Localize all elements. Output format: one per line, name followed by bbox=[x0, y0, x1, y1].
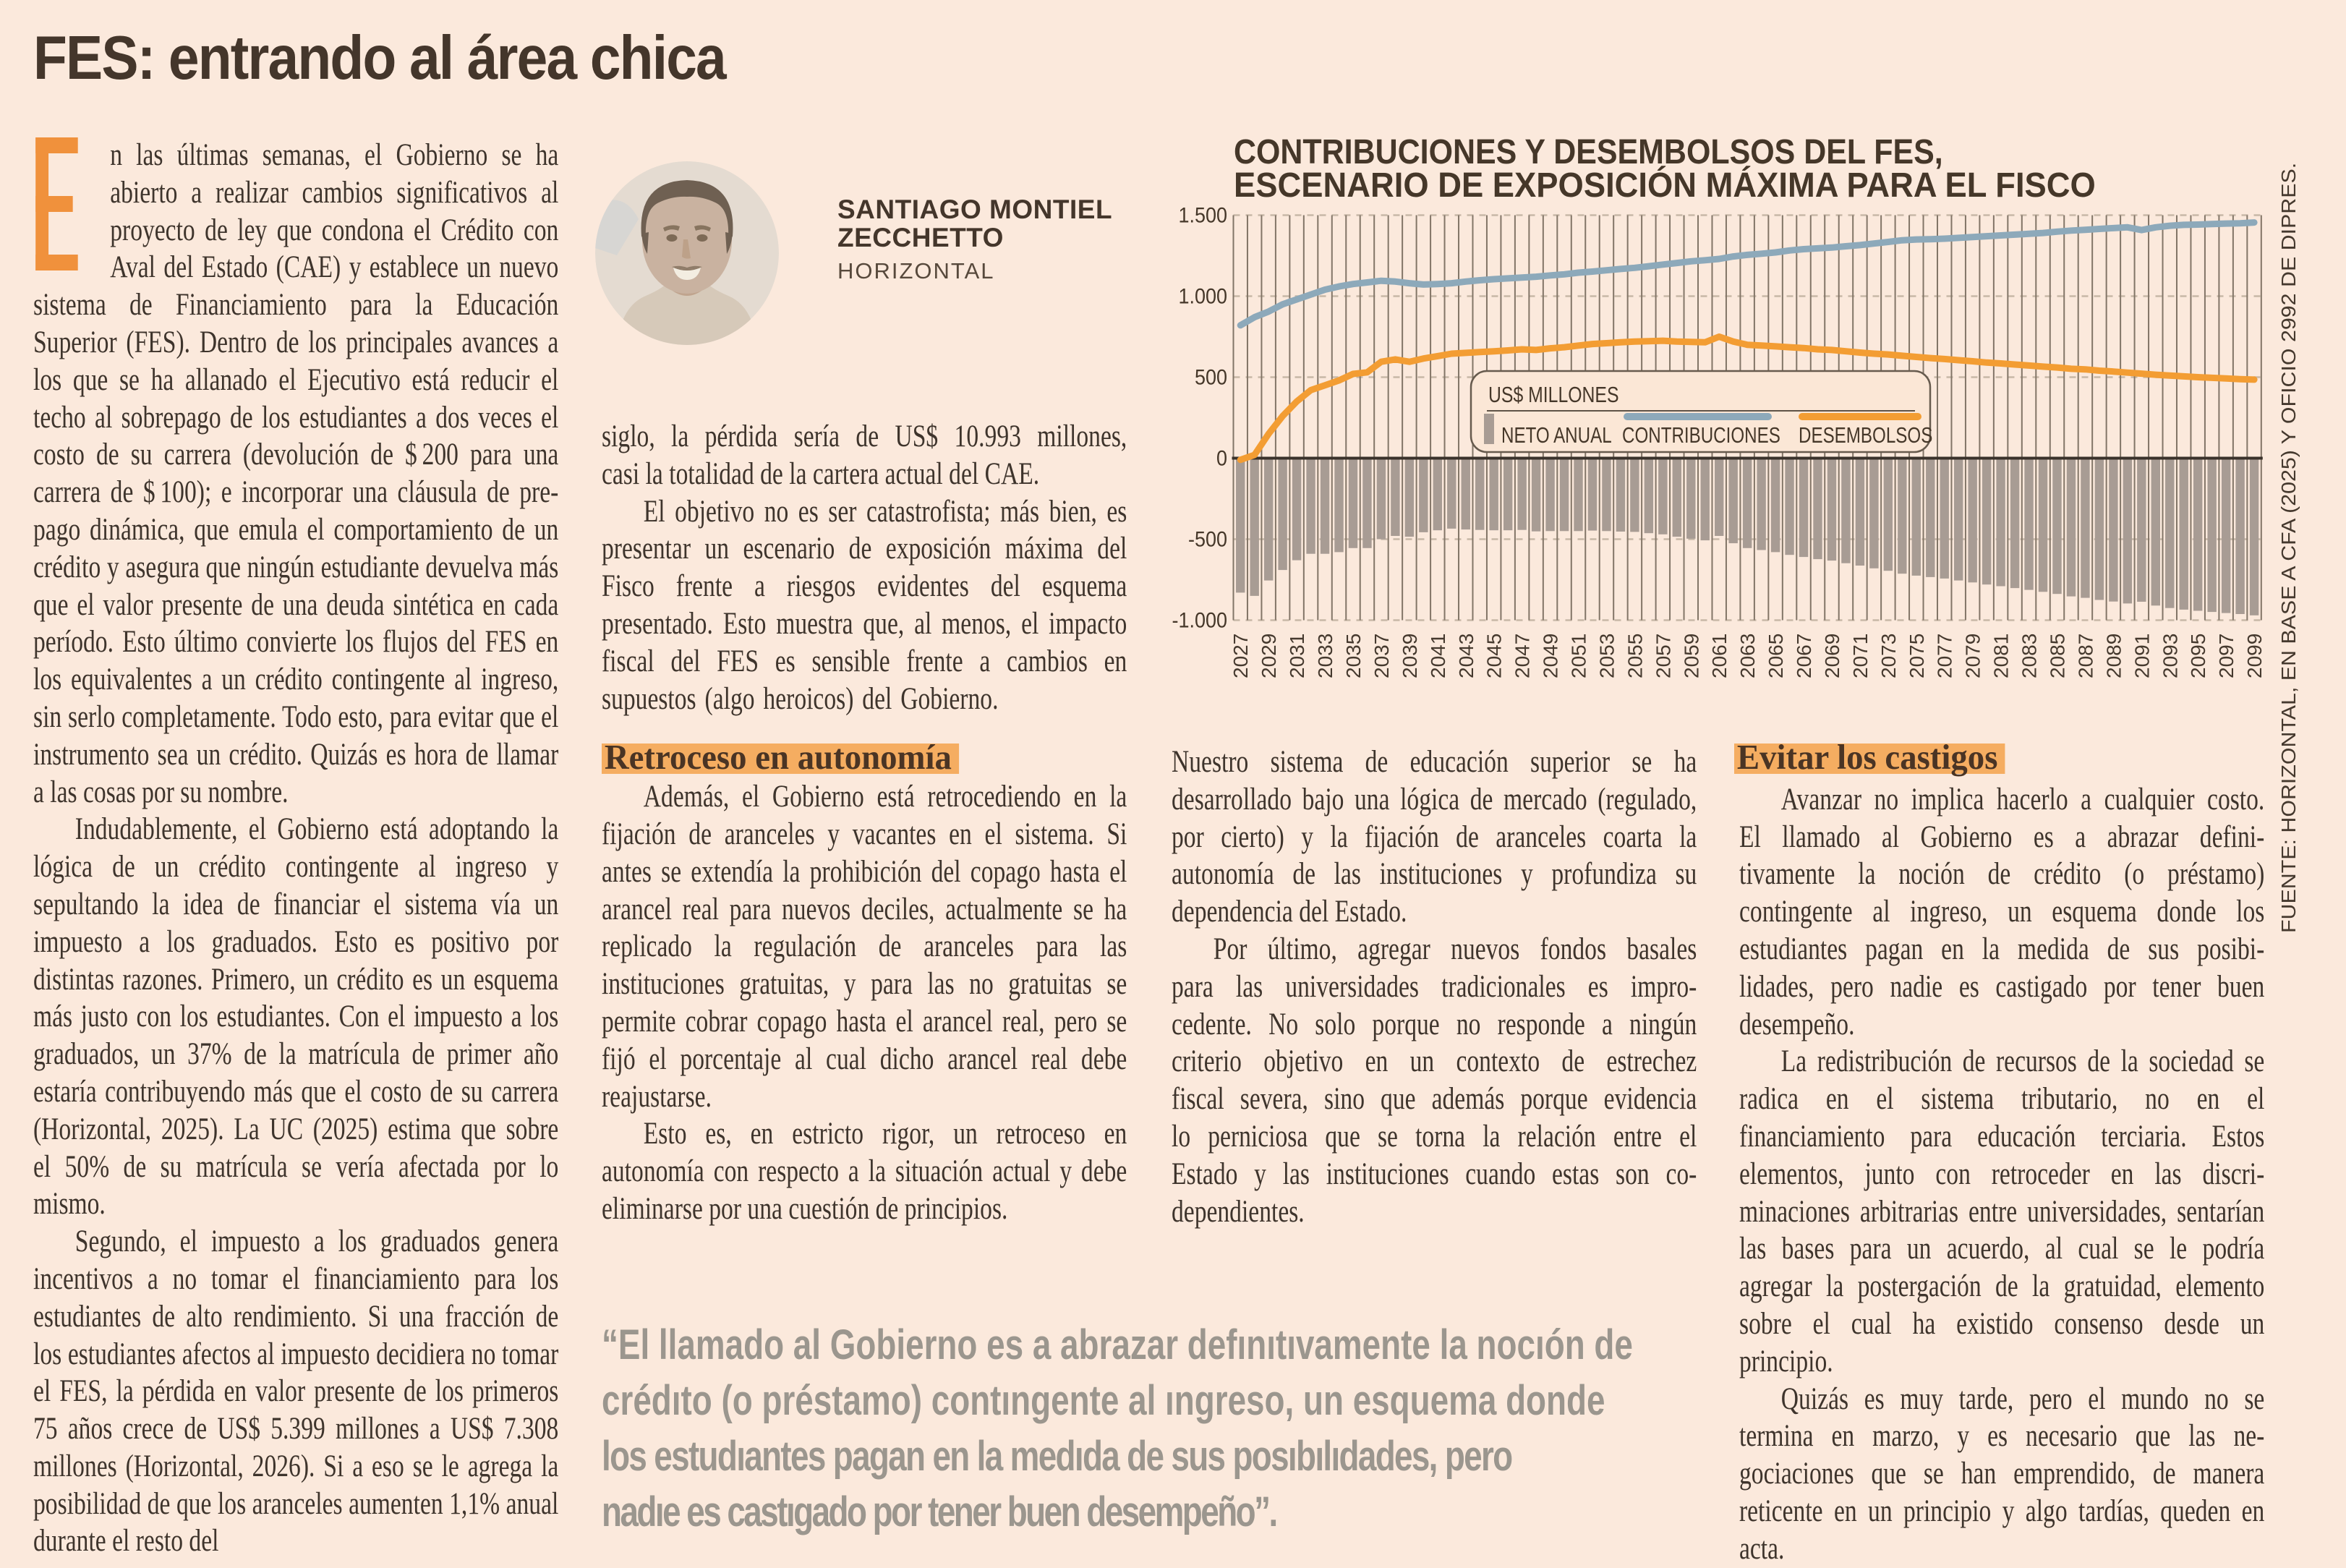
svg-text:2079: 2079 bbox=[1962, 634, 1984, 678]
svg-text:-1.000: -1.000 bbox=[1172, 608, 1227, 633]
svg-text:2057: 2057 bbox=[1652, 634, 1674, 678]
svg-text:2071: 2071 bbox=[1849, 634, 1872, 678]
svg-text:2067: 2067 bbox=[1793, 634, 1815, 678]
svg-text:2059: 2059 bbox=[1680, 634, 1702, 678]
svg-text:2097: 2097 bbox=[2215, 634, 2238, 678]
svg-text:0: 0 bbox=[1216, 446, 1227, 471]
svg-text:DESEMBOLSOS: DESEMBOLSOS bbox=[1799, 422, 1932, 448]
svg-text:ESCENARIO DE EXPOSICIÓN MÁXIMA: ESCENARIO DE EXPOSICIÓN MÁXIMA PARA EL F… bbox=[1234, 166, 2096, 204]
svg-text:NETO ANUAL: NETO ANUAL bbox=[1501, 422, 1612, 448]
svg-text:CONTRIBUCIONES Y DESEMBOLSOS D: CONTRIBUCIONES Y DESEMBOLSOS DEL FES, bbox=[1234, 132, 1943, 171]
svg-text:2047: 2047 bbox=[1511, 634, 1534, 678]
svg-text:2049: 2049 bbox=[1540, 634, 1562, 678]
svg-text:1.500: 1.500 bbox=[1178, 203, 1227, 228]
svg-text:CONTRIBUCIONES: CONTRIBUCIONES bbox=[1622, 422, 1780, 448]
svg-text:2045: 2045 bbox=[1483, 634, 1506, 678]
svg-text:2041: 2041 bbox=[1427, 634, 1449, 678]
svg-text:2087: 2087 bbox=[2074, 634, 2097, 678]
svg-text:2055: 2055 bbox=[1624, 634, 1646, 678]
svg-text:2061: 2061 bbox=[1708, 634, 1731, 678]
svg-text:2051: 2051 bbox=[1568, 634, 1590, 678]
svg-text:2095: 2095 bbox=[2187, 634, 2209, 678]
svg-text:2027: 2027 bbox=[1229, 634, 1252, 678]
svg-text:500: 500 bbox=[1195, 365, 1227, 390]
svg-text:2075: 2075 bbox=[1906, 634, 1928, 678]
svg-text:2033: 2033 bbox=[1314, 634, 1336, 678]
svg-text:-500: -500 bbox=[1188, 527, 1227, 552]
svg-text:2081: 2081 bbox=[1990, 634, 2013, 678]
svg-text:2065: 2065 bbox=[1765, 634, 1787, 678]
svg-text:FUENTE: HORIZONTAL, EN BASE A: FUENTE: HORIZONTAL, EN BASE A CFA (2025)… bbox=[2278, 163, 2300, 933]
svg-text:2037: 2037 bbox=[1370, 634, 1393, 678]
svg-text:2089: 2089 bbox=[2102, 634, 2125, 678]
svg-text:US$ MILLONES: US$ MILLONES bbox=[1488, 382, 1619, 406]
svg-text:2035: 2035 bbox=[1342, 634, 1365, 678]
svg-text:2069: 2069 bbox=[1821, 634, 1843, 678]
svg-text:2031: 2031 bbox=[1286, 634, 1308, 678]
svg-text:2063: 2063 bbox=[1736, 634, 1759, 678]
svg-text:2091: 2091 bbox=[2130, 634, 2153, 678]
svg-text:2029: 2029 bbox=[1258, 634, 1280, 678]
svg-text:1.000: 1.000 bbox=[1178, 284, 1227, 309]
svg-text:2039: 2039 bbox=[1399, 634, 1421, 678]
svg-text:2083: 2083 bbox=[2018, 634, 2041, 678]
svg-text:2043: 2043 bbox=[1455, 634, 1477, 678]
svg-text:2099: 2099 bbox=[2243, 634, 2266, 678]
svg-text:2093: 2093 bbox=[2159, 634, 2181, 678]
svg-text:2053: 2053 bbox=[1596, 634, 1618, 678]
svg-text:2073: 2073 bbox=[1877, 634, 1900, 678]
svg-text:2077: 2077 bbox=[1934, 634, 1956, 678]
svg-text:2085: 2085 bbox=[2047, 634, 2069, 678]
